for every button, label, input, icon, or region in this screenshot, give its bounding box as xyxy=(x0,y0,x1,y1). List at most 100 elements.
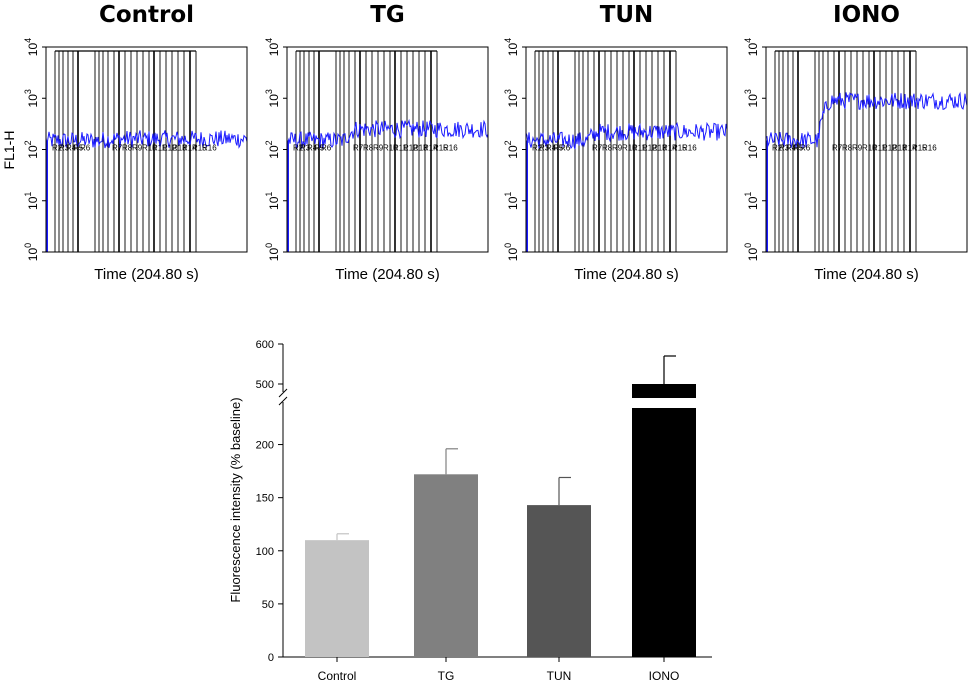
ytick-exponent: 2 xyxy=(503,140,513,145)
gate-label: R13 xyxy=(652,143,667,152)
ytick-base: 10 xyxy=(506,196,520,210)
bar-upper xyxy=(632,384,696,398)
gate-label: R10 xyxy=(383,143,398,152)
ytick-label: 102 xyxy=(23,140,40,158)
ytick-label: 104 xyxy=(264,38,281,56)
ytick-label: 103 xyxy=(503,89,520,107)
ytick-label: 102 xyxy=(503,140,520,158)
gate-label: R16 xyxy=(202,143,217,152)
ytick-base: 10 xyxy=(26,43,40,57)
ytick-label: 104 xyxy=(743,38,760,56)
gate-label: R6 xyxy=(800,143,811,152)
panel-title: TG xyxy=(370,2,405,28)
ytick-label: 104 xyxy=(503,38,520,56)
ytick-label: 50 xyxy=(262,599,274,611)
ytick-label: 101 xyxy=(503,192,520,210)
panel-title: TUN xyxy=(600,2,654,28)
gate-label: R5 xyxy=(553,143,564,152)
ytick-label: 100 xyxy=(23,243,40,261)
bar-control: Control xyxy=(305,533,369,682)
gate-label: R3 xyxy=(779,143,790,152)
ytick-label: 103 xyxy=(743,89,760,107)
ytick-label: 500 xyxy=(256,379,274,391)
gate-label: R2 xyxy=(52,143,63,152)
ytick-label: 101 xyxy=(743,192,760,210)
axis-break-mark xyxy=(278,388,288,398)
ytick-label: 100 xyxy=(503,243,520,261)
gate-label: R16 xyxy=(922,143,937,152)
ytick-label: 100 xyxy=(264,243,281,261)
gate-label: R9 xyxy=(373,143,384,152)
gate-label: R10 xyxy=(142,143,157,152)
signal-trace xyxy=(765,91,968,149)
x-axis-label: Time (204.80 s) xyxy=(574,266,678,283)
ytick-exponent: 2 xyxy=(264,140,274,145)
gate-label: R6 xyxy=(321,143,332,152)
gate-label: R7 xyxy=(592,143,603,152)
ytick-base: 10 xyxy=(26,145,40,159)
bar-iono: IONO xyxy=(632,355,696,682)
ytick-base: 10 xyxy=(746,145,760,159)
ytick-base: 10 xyxy=(746,94,760,108)
ytick-base: 10 xyxy=(267,145,281,159)
gate-label: R7 xyxy=(112,143,123,152)
ytick-label: 100 xyxy=(743,243,760,261)
signal-trace xyxy=(287,118,489,149)
xtick-label: IONO xyxy=(649,669,680,682)
gate-label: R10 xyxy=(622,143,637,152)
bar-chart: 0 50 100 150 200 500 600 Fluorescence intensity… xyxy=(228,339,712,682)
gate-label: R3 xyxy=(300,143,311,152)
ytick-exponent: 3 xyxy=(743,89,753,94)
ytick-label: 104 xyxy=(23,38,40,56)
gate-label: R11 xyxy=(632,143,647,152)
gate-label: R16 xyxy=(443,143,458,152)
gate-label: R11 xyxy=(152,143,167,152)
bar-tun: TUN xyxy=(527,476,591,682)
ytick-base: 10 xyxy=(506,94,520,108)
gate-label: R2 xyxy=(532,143,543,152)
bar xyxy=(527,505,591,657)
ytick-exponent: 1 xyxy=(23,192,33,197)
axis-break-mark xyxy=(278,396,288,406)
gate-label: R4 xyxy=(546,143,557,152)
gate-label: R7 xyxy=(832,143,843,152)
ytick-exponent: 3 xyxy=(23,89,33,94)
ytick-exponent: 0 xyxy=(743,243,753,248)
gate-label: R4 xyxy=(786,143,797,152)
gate-label: R8 xyxy=(842,143,853,152)
ytick-exponent: 4 xyxy=(264,38,274,43)
x-axis-label: Time (204.80 s) xyxy=(94,266,198,283)
ytick-exponent: 3 xyxy=(264,89,274,94)
ytick-exponent: 0 xyxy=(23,243,33,248)
gate-label: R13 xyxy=(172,143,187,152)
gate-label: R9 xyxy=(132,143,143,152)
xtick-label: TG xyxy=(438,669,455,682)
y-axis-label: Fluorescence intensity (% baseline) xyxy=(228,397,243,602)
gate-label: R13 xyxy=(892,143,907,152)
gate-label: R4 xyxy=(307,143,318,152)
bar xyxy=(305,540,369,657)
gate-label: R8 xyxy=(122,143,133,152)
xtick-label: Control xyxy=(318,669,357,682)
signal-trace xyxy=(45,130,248,149)
bar-lower xyxy=(632,408,696,657)
gate-label: R6 xyxy=(80,143,91,152)
gate-label: R8 xyxy=(602,143,613,152)
panel-title: Control xyxy=(99,2,194,28)
ytick-exponent: 1 xyxy=(264,192,274,197)
ytick-base: 10 xyxy=(26,94,40,108)
gate-label: R13 xyxy=(413,143,428,152)
ytick-exponent: 2 xyxy=(23,140,33,145)
ytick-exponent: 4 xyxy=(503,38,513,43)
x-axis-label: Time (204.80 s) xyxy=(814,266,918,283)
gate-label: R9 xyxy=(612,143,623,152)
panel-title: IONO xyxy=(833,2,900,28)
gate-label: R11 xyxy=(872,143,887,152)
ytick-label: 102 xyxy=(264,140,281,158)
ytick-base: 10 xyxy=(506,145,520,159)
gate-label: R2 xyxy=(293,143,304,152)
